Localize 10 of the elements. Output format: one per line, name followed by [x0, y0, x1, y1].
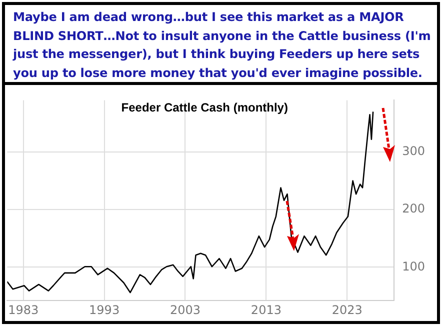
- y-tick-label: 200: [402, 202, 425, 216]
- x-tick-label: 2023: [332, 302, 362, 317]
- text: Maybe I am dead wrong…but I see this market as a MAJOR BLIND SHORT…Not to insult anyone in the Cattle business (I'm just the messenger), but I think buying Feeders up here sets you up to lose more money that you'd ever imagine possible.: [13, 9, 432, 82]
- chart-title: Feeder Cattle Cash (monthly): [121, 100, 288, 115]
- y-tick-label: 300: [402, 144, 425, 158]
- y-tick-label: 100: [402, 259, 425, 274]
- x-tick-label: 2013: [250, 302, 282, 317]
- x-tick-label: 1983: [8, 302, 39, 317]
- x-tick-label: 2003: [170, 302, 201, 317]
- x-tick-label: 1993: [89, 302, 120, 317]
